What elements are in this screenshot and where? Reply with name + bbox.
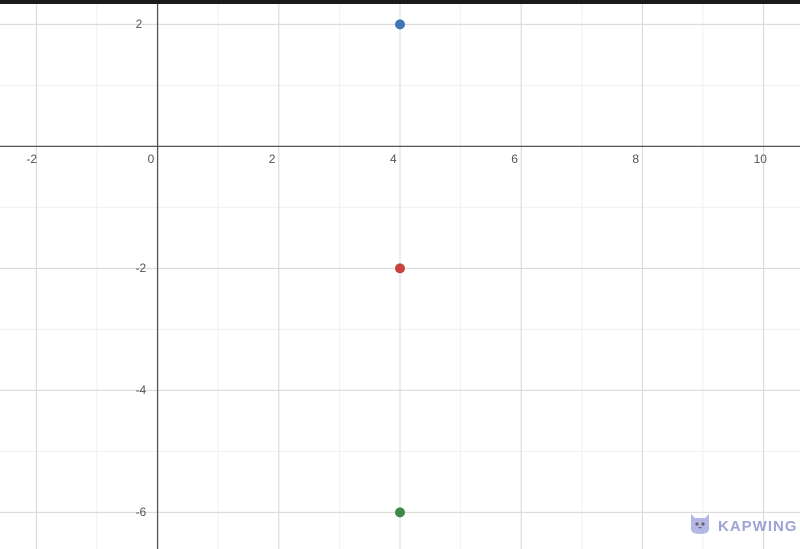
x-tick-label: -2	[26, 152, 37, 166]
y-tick-label: -6	[136, 505, 147, 519]
y-tick-label: -2	[136, 261, 147, 275]
x-tick-label: 6	[511, 152, 518, 166]
x-tick-label: 2	[269, 152, 276, 166]
kapwing-text: KAPWING	[718, 518, 798, 535]
x-tick-label: 8	[632, 152, 639, 166]
x-tick-label: 0	[148, 152, 155, 166]
kapwing-watermark: KAPWING	[688, 512, 798, 540]
coordinate-grid	[0, 0, 800, 549]
x-tick-label: 10	[754, 152, 767, 166]
kapwing-cat-icon	[688, 512, 712, 540]
y-tick-label: -4	[136, 383, 147, 397]
y-tick-label: 2	[136, 17, 143, 31]
x-tick-label: 4	[390, 152, 397, 166]
